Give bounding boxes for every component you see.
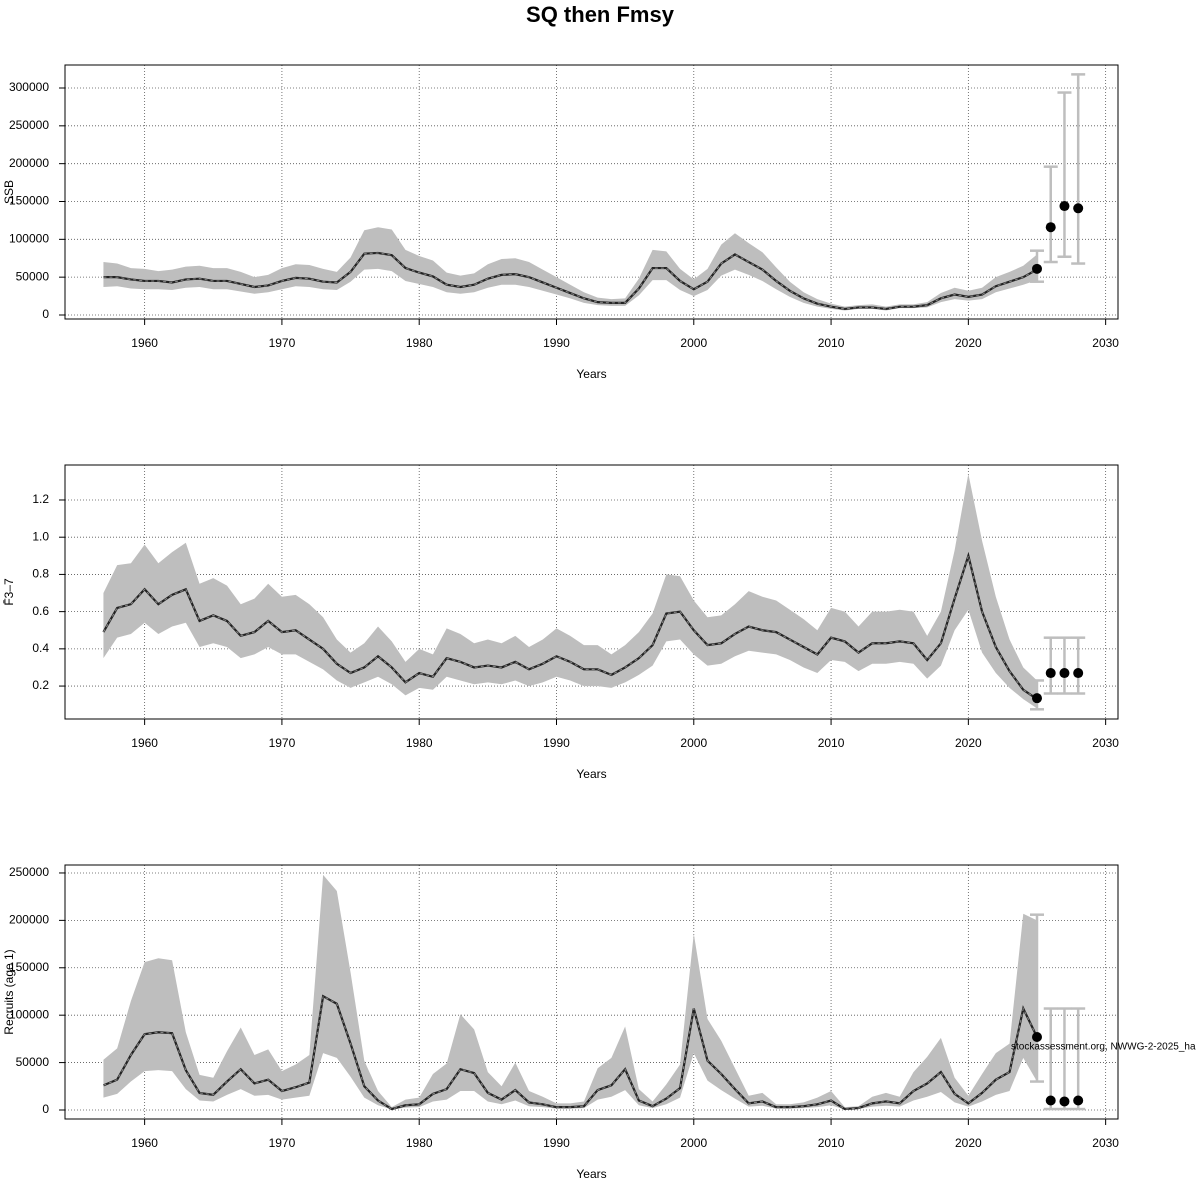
x-tick-label: 1970 [269,1136,296,1150]
x-tick-label: 1960 [131,336,158,350]
y-tick-label: 200000 [9,913,49,927]
x-tick-label: 1980 [406,336,433,350]
y-tick-label: 250000 [9,865,49,879]
y-tick-label: 0.4 [32,641,49,655]
x-axis-label: Years [576,767,606,781]
x-axis-label: Years [576,367,606,381]
y-tick-label: 200000 [9,156,49,170]
y-tick-label: 0.8 [32,567,49,581]
y-tick-label: 250000 [9,118,49,132]
x-tick-label: 2000 [680,736,707,750]
x-tick-label: 1970 [269,336,296,350]
forecast-point [1059,668,1070,679]
plot-area [65,865,1118,1119]
x-tick-label: 2010 [818,1136,845,1150]
forecast-point [1045,222,1056,233]
y-tick-label: 100000 [9,1007,49,1021]
y-tick-label: 50000 [16,1055,50,1069]
forecast-point [1032,263,1042,274]
forecast-point [1073,1095,1084,1106]
estimate-line-dash [103,553,1038,700]
forecast-point [1059,1096,1070,1107]
figure-title: SQ then Fmsy [526,2,675,27]
y-tick-label: 50000 [16,269,50,283]
plot-frame [64,64,1119,320]
y-tick-label: 150000 [9,194,49,208]
forecast-point [1032,1031,1042,1042]
y-axis-label: F̄3–7 [2,578,16,606]
x-tick-label: 1960 [131,736,158,750]
y-tick-label: 100000 [9,231,49,245]
plot-area [65,465,1118,719]
x-tick-label: 2020 [955,1136,982,1150]
x-tick-label: 1980 [406,736,433,750]
y-tick-label: 1.0 [32,529,49,543]
confidence-band [103,227,1038,311]
y-tick-label: 0 [42,1102,49,1116]
estimate-line-dash [103,252,1038,310]
x-tick-label: 1990 [543,736,570,750]
x-tick-label: 2020 [955,336,982,350]
x-tick-label: 1970 [269,736,296,750]
forecast-point [1045,1095,1056,1106]
y-axis-label: SSB [2,180,16,204]
forecast-point [1059,201,1070,212]
plot-area [65,65,1118,319]
x-tick-label: 1960 [131,1136,158,1150]
x-tick-label: 2010 [818,736,845,750]
x-axis-label: Years [576,1167,606,1181]
estimate-line-dash [103,995,1038,1110]
x-tick-label: 2000 [680,336,707,350]
x-tick-label: 2030 [1092,1136,1119,1150]
x-tick-label: 1980 [406,1136,433,1150]
y-tick-label: 300000 [9,80,49,94]
forecast-point [1032,693,1042,704]
x-tick-label: 2030 [1092,736,1119,750]
plot-frame [64,464,1119,720]
confidence-band [103,473,1038,709]
forecast-point [1073,668,1084,679]
y-tick-label: 0 [42,307,49,321]
y-tick-label: 0.2 [32,678,49,692]
x-tick-label: 2020 [955,736,982,750]
plot-frame [64,864,1119,1120]
x-tick-label: 2000 [680,1136,707,1150]
y-tick-label: 150000 [9,960,49,974]
y-tick-label: 0.6 [32,604,49,618]
x-tick-label: 2010 [818,336,845,350]
annotation: stockassessment.org, NWWG-2-2025_ha [1011,1042,1196,1053]
y-tick-label: 1.2 [32,492,49,506]
y-axis-label: Recruits (age 1) [2,949,16,1034]
x-tick-label: 1990 [543,336,570,350]
confidence-band [103,874,1038,1110]
forecast-point [1073,203,1084,214]
forecast-point [1045,668,1056,679]
x-tick-label: 2030 [1092,336,1119,350]
x-tick-label: 1990 [543,1136,570,1150]
